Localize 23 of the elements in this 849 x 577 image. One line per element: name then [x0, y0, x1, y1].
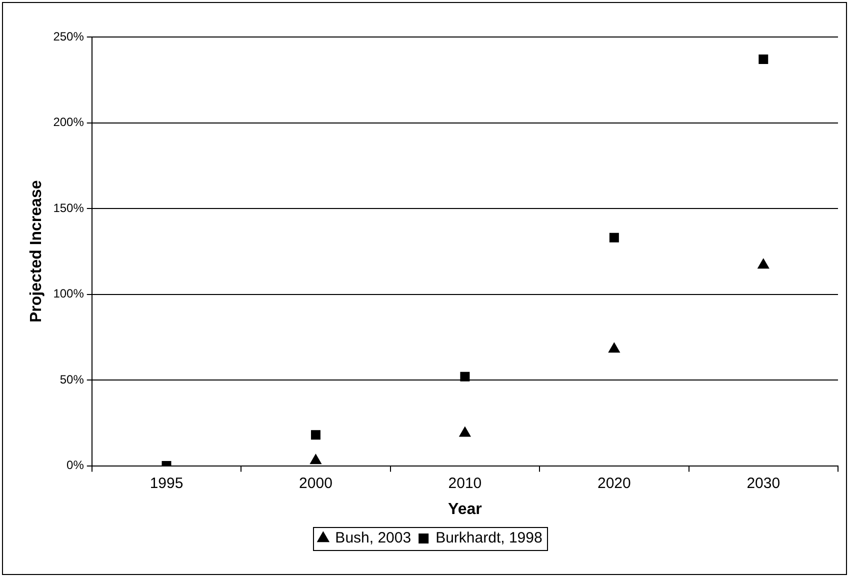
y-tick-label: 150%	[53, 200, 84, 215]
point	[608, 342, 620, 353]
x-tick-label: 2030	[746, 474, 780, 492]
x-axis-title: Year	[448, 500, 482, 518]
y-axis-title: Projected Increase	[28, 180, 46, 323]
y-tick-label: 100%	[53, 286, 84, 301]
y-tick-label: 250%	[53, 29, 84, 44]
x-tick-label: 2000	[299, 474, 332, 492]
x-tick-label: 2020	[597, 474, 631, 492]
legend-label: Bush, 2003	[335, 530, 412, 547]
y-tick-label: 200%	[53, 115, 84, 130]
x-tick-label: 2010	[448, 474, 482, 492]
point	[460, 372, 470, 382]
point	[609, 232, 619, 242]
y-tick-label: 50%	[60, 372, 84, 386]
point	[758, 258, 770, 269]
y-tick-label: 0%	[66, 458, 84, 472]
point	[310, 430, 320, 440]
point	[758, 54, 768, 64]
legend-label: Burkhardt, 1998	[436, 530, 542, 547]
point	[459, 426, 471, 437]
point	[310, 454, 322, 464]
x-tick-label: 1995	[150, 474, 184, 492]
